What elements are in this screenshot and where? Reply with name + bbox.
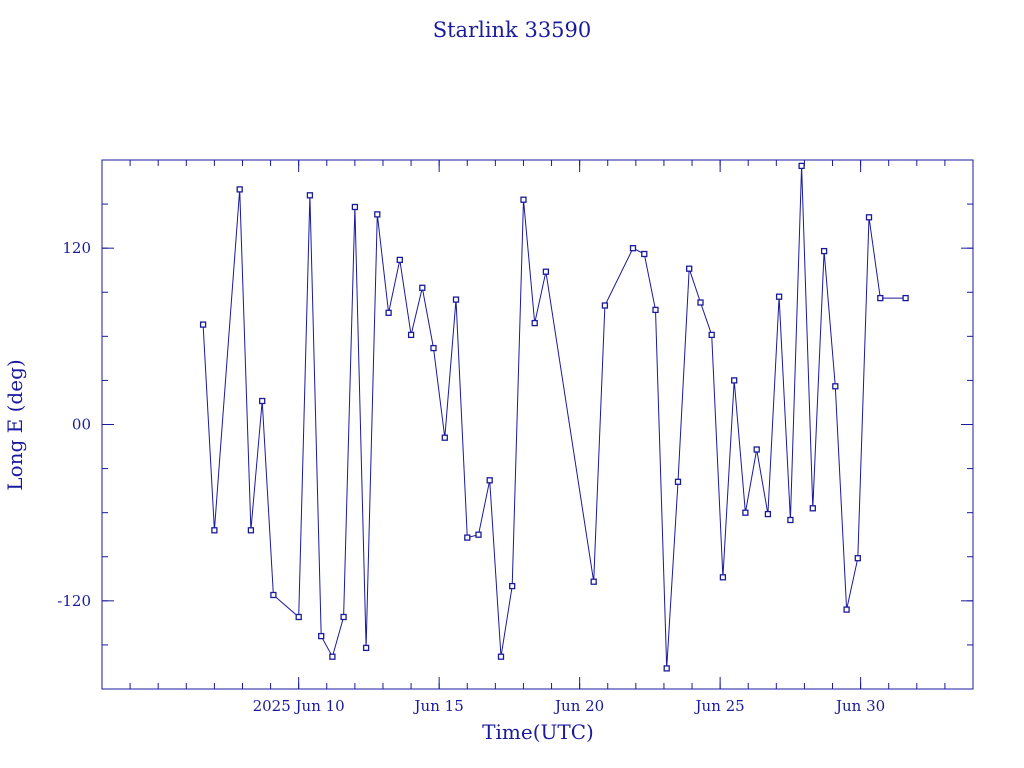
data-point bbox=[742, 509, 749, 516]
axis-ticks bbox=[101, 160, 974, 689]
data-point bbox=[362, 644, 370, 652]
data-point bbox=[843, 606, 850, 613]
data-point bbox=[674, 478, 682, 485]
tick-labels: 2025 Jun 10 Jun 15 Jun 20 Jun 25 Jun 30 120 00… bbox=[57, 239, 885, 715]
data-point bbox=[396, 256, 403, 264]
data-point bbox=[351, 203, 359, 211]
data-point bbox=[430, 344, 437, 352]
data-point bbox=[652, 306, 659, 314]
data-point bbox=[475, 531, 482, 538]
data-point bbox=[199, 321, 207, 328]
series-line bbox=[202, 165, 906, 669]
data-point bbox=[452, 296, 460, 303]
data-point bbox=[270, 591, 277, 599]
y-axis-label: Long E (deg) bbox=[3, 359, 27, 490]
data-point bbox=[542, 268, 550, 275]
chart-title: Starlink 33590 bbox=[433, 18, 592, 42]
data-point bbox=[247, 527, 255, 534]
x-axis-label: Time(UTC) bbox=[482, 720, 594, 744]
data-point bbox=[464, 534, 471, 541]
data-point bbox=[520, 196, 527, 203]
x-tick-label: Jun 20 bbox=[553, 697, 604, 715]
data-points bbox=[199, 162, 909, 672]
data-point bbox=[809, 505, 816, 512]
data-point bbox=[686, 265, 693, 272]
data-point bbox=[236, 186, 243, 193]
data-point bbox=[832, 383, 839, 390]
data-point bbox=[385, 309, 392, 316]
plot-frame bbox=[101, 159, 974, 690]
x-tick-label: 2025 Jun 10 bbox=[253, 697, 345, 715]
data-point bbox=[295, 613, 302, 621]
data-point bbox=[509, 582, 516, 590]
data-point bbox=[641, 250, 648, 258]
data-point bbox=[663, 665, 670, 672]
data-point bbox=[764, 510, 772, 518]
data-point bbox=[731, 377, 738, 384]
data-point bbox=[708, 331, 715, 339]
data-point bbox=[340, 613, 347, 621]
data-point bbox=[329, 653, 336, 660]
data-point bbox=[419, 284, 426, 291]
data-point bbox=[820, 247, 828, 255]
data-point bbox=[211, 527, 218, 534]
data-point bbox=[629, 245, 637, 252]
data-point bbox=[787, 516, 794, 524]
x-tick-label: Jun 30 bbox=[834, 697, 885, 715]
x-tick-label: Jun 15 bbox=[413, 697, 464, 715]
x-tick-label: Jun 25 bbox=[694, 697, 745, 715]
y-tick-label: 00 bbox=[72, 416, 91, 434]
data-point bbox=[775, 293, 783, 300]
data-point bbox=[497, 653, 505, 660]
data-point bbox=[854, 555, 861, 562]
data-point bbox=[486, 477, 493, 484]
y-tick-label: 120 bbox=[62, 239, 91, 257]
data-point bbox=[719, 574, 727, 581]
data-point bbox=[697, 299, 704, 306]
data-point bbox=[877, 294, 884, 302]
data-point bbox=[531, 319, 538, 327]
y-tick-label: -120 bbox=[57, 592, 91, 610]
data-point bbox=[865, 214, 873, 221]
data-point bbox=[374, 211, 381, 218]
data-point bbox=[259, 397, 266, 405]
data-point bbox=[601, 302, 609, 309]
data-point bbox=[902, 294, 909, 302]
data-point bbox=[306, 192, 314, 199]
data-point bbox=[407, 331, 415, 339]
data-point bbox=[590, 578, 597, 585]
data-point bbox=[798, 162, 805, 170]
data-point bbox=[441, 434, 448, 441]
data-point bbox=[753, 446, 760, 453]
data-point bbox=[318, 632, 325, 640]
